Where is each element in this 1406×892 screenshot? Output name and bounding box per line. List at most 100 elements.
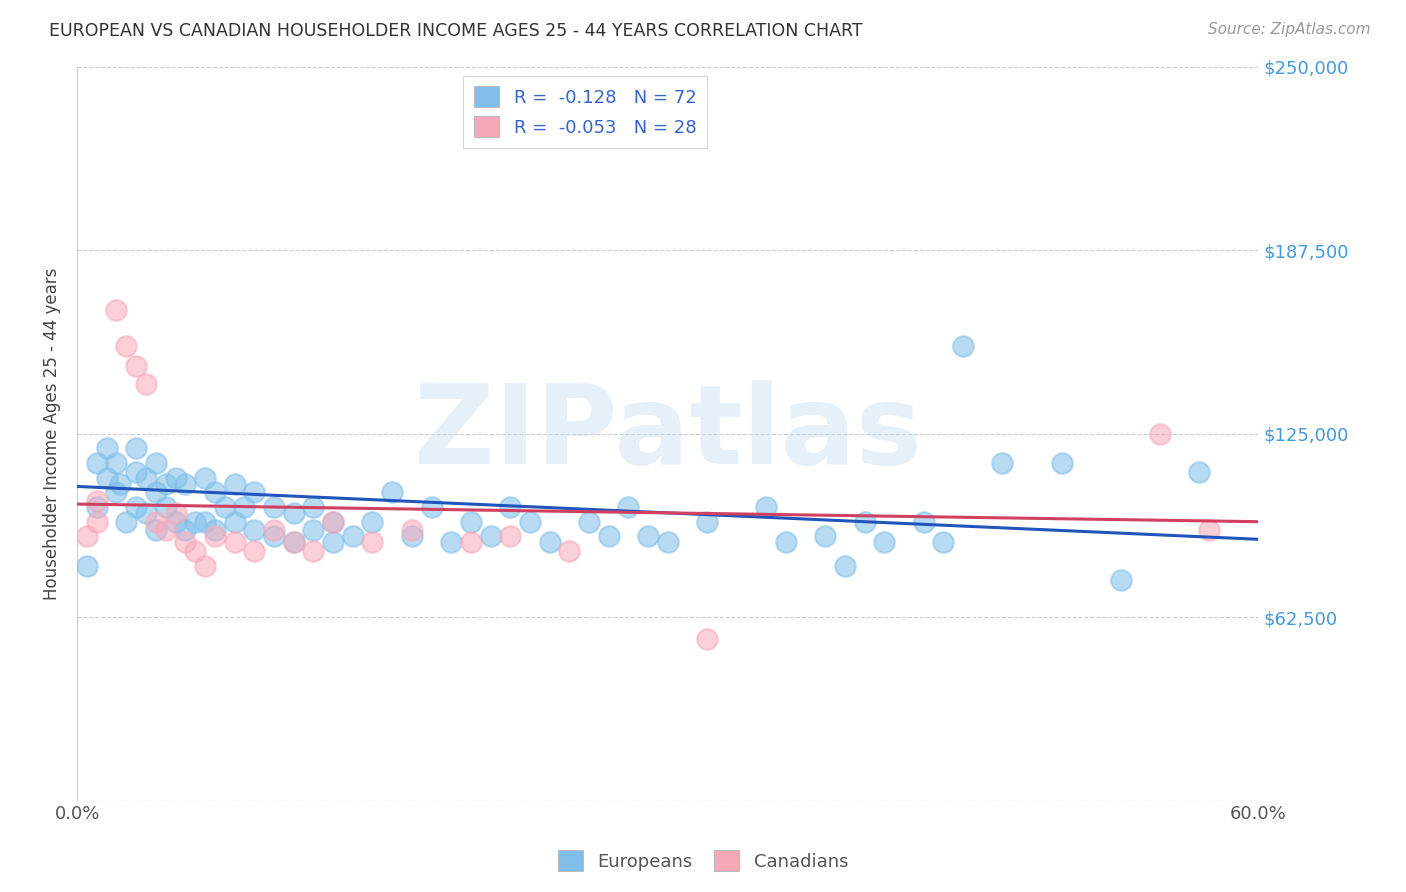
Point	[135, 376, 157, 391]
Point	[233, 500, 256, 514]
Point	[263, 529, 285, 543]
Point	[342, 529, 364, 543]
Point	[637, 529, 659, 543]
Point	[873, 535, 896, 549]
Point	[174, 535, 197, 549]
Point	[263, 524, 285, 538]
Point	[322, 515, 344, 529]
Point	[243, 485, 266, 500]
Point	[76, 558, 98, 573]
Point	[224, 476, 246, 491]
Point	[145, 485, 167, 500]
Point	[110, 476, 132, 491]
Point	[86, 494, 108, 508]
Point	[361, 515, 384, 529]
Point	[243, 544, 266, 558]
Point	[361, 535, 384, 549]
Point	[155, 476, 177, 491]
Point	[283, 535, 305, 549]
Point	[86, 515, 108, 529]
Point	[991, 456, 1014, 470]
Point	[696, 632, 718, 647]
Point	[86, 456, 108, 470]
Point	[420, 500, 443, 514]
Point	[145, 524, 167, 538]
Text: Source: ZipAtlas.com: Source: ZipAtlas.com	[1208, 22, 1371, 37]
Point	[125, 500, 148, 514]
Text: ZIPatlas: ZIPatlas	[413, 380, 922, 487]
Point	[194, 470, 217, 484]
Point	[165, 515, 187, 529]
Point	[145, 456, 167, 470]
Point	[283, 506, 305, 520]
Point	[204, 529, 226, 543]
Point	[165, 470, 187, 484]
Point	[696, 515, 718, 529]
Point	[105, 485, 128, 500]
Point	[381, 485, 404, 500]
Point	[1050, 456, 1073, 470]
Point	[174, 476, 197, 491]
Point	[1198, 524, 1220, 538]
Point	[155, 524, 177, 538]
Point	[204, 524, 226, 538]
Legend: R =  -0.128   N = 72, R =  -0.053   N = 28: R = -0.128 N = 72, R = -0.053 N = 28	[463, 76, 707, 148]
Point	[912, 515, 935, 529]
Point	[302, 500, 325, 514]
Point	[538, 535, 561, 549]
Point	[194, 515, 217, 529]
Point	[145, 515, 167, 529]
Point	[125, 359, 148, 373]
Point	[224, 515, 246, 529]
Point	[184, 515, 207, 529]
Point	[499, 500, 522, 514]
Point	[96, 470, 118, 484]
Point	[125, 465, 148, 479]
Point	[115, 338, 138, 352]
Point	[440, 535, 463, 549]
Point	[105, 303, 128, 318]
Point	[401, 524, 423, 538]
Point	[155, 500, 177, 514]
Point	[322, 535, 344, 549]
Point	[184, 544, 207, 558]
Point	[125, 442, 148, 456]
Point	[302, 544, 325, 558]
Point	[578, 515, 600, 529]
Point	[755, 500, 778, 514]
Point	[204, 485, 226, 500]
Point	[775, 535, 797, 549]
Point	[135, 506, 157, 520]
Point	[86, 500, 108, 514]
Point	[460, 535, 482, 549]
Text: EUROPEAN VS CANADIAN HOUSEHOLDER INCOME AGES 25 - 44 YEARS CORRELATION CHART: EUROPEAN VS CANADIAN HOUSEHOLDER INCOME …	[49, 22, 863, 40]
Point	[76, 529, 98, 543]
Point	[479, 529, 502, 543]
Point	[853, 515, 876, 529]
Point	[657, 535, 679, 549]
Point	[519, 515, 541, 529]
Point	[165, 506, 187, 520]
Point	[174, 524, 197, 538]
Legend: Europeans, Canadians: Europeans, Canadians	[550, 843, 856, 879]
Point	[322, 515, 344, 529]
Point	[224, 535, 246, 549]
Point	[302, 524, 325, 538]
Point	[617, 500, 640, 514]
Point	[460, 515, 482, 529]
Point	[1188, 465, 1211, 479]
Point	[105, 456, 128, 470]
Point	[96, 442, 118, 456]
Point	[401, 529, 423, 543]
Point	[558, 544, 581, 558]
Point	[1149, 426, 1171, 441]
Point	[932, 535, 955, 549]
Point	[952, 338, 974, 352]
Point	[135, 470, 157, 484]
Point	[263, 500, 285, 514]
Y-axis label: Householder Income Ages 25 - 44 years: Householder Income Ages 25 - 44 years	[44, 268, 60, 599]
Point	[598, 529, 620, 543]
Point	[1109, 574, 1132, 588]
Point	[499, 529, 522, 543]
Point	[243, 524, 266, 538]
